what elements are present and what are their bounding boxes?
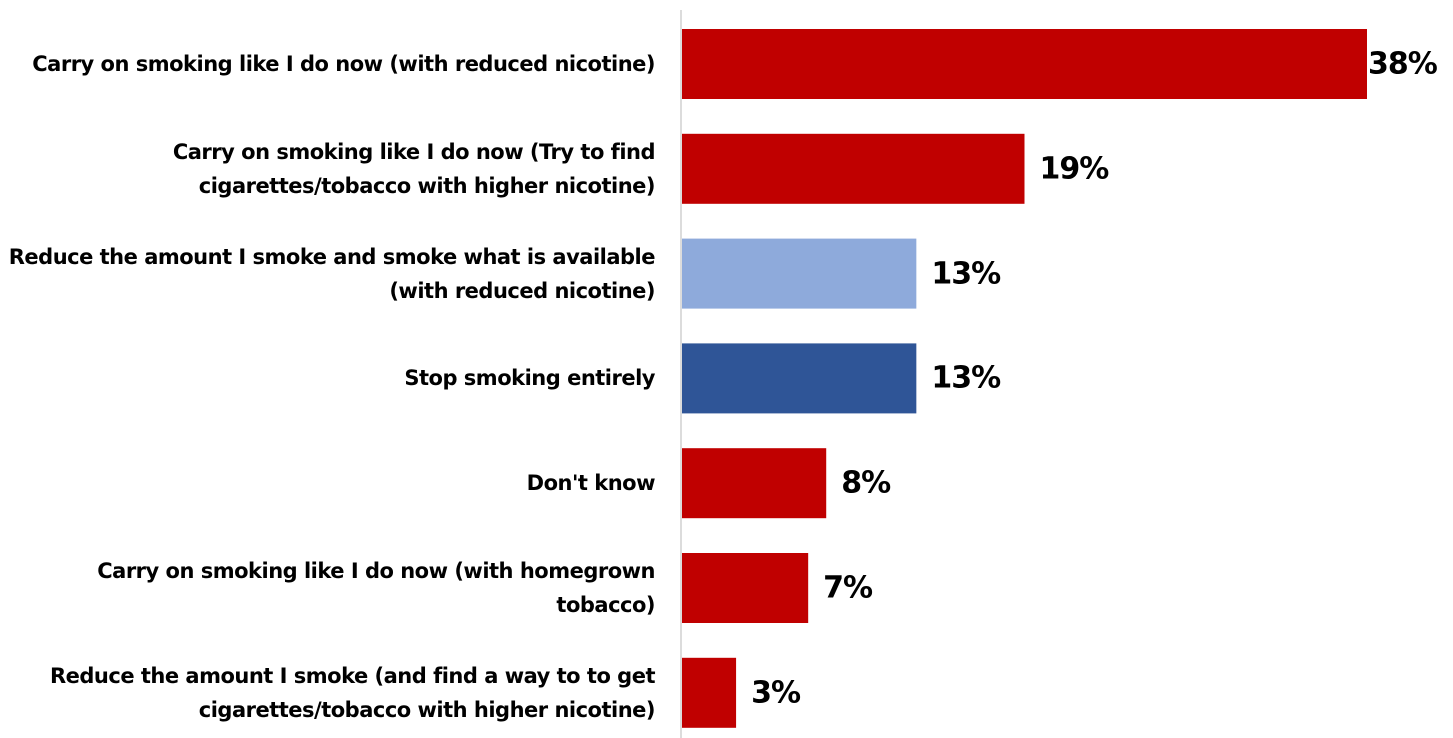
category-label: Don't know	[526, 471, 656, 496]
value-label: 38%	[1368, 46, 1438, 82]
value-label: 13%	[931, 360, 1001, 396]
value-label: 13%	[931, 256, 1001, 292]
value-label: 7%	[823, 570, 873, 606]
category-label: Carry on smoking like I do now (with hom…	[97, 559, 655, 617]
bar	[682, 238, 917, 309]
bar	[682, 448, 827, 519]
category-label: Reduce the amount I smoke (and find a wa…	[49, 663, 656, 722]
bar	[682, 133, 1025, 204]
category-label: Stop smoking entirely	[404, 366, 655, 391]
category-label: Carry on smoking like I do now (with red…	[32, 52, 655, 76]
bar	[682, 343, 917, 414]
bar	[682, 29, 1367, 99]
bar	[682, 553, 809, 623]
bar	[682, 657, 737, 728]
value-label: 8%	[841, 465, 891, 501]
category-label: Carry on smoking like I do now (Try to f…	[172, 139, 656, 198]
value-label: 19%	[1039, 151, 1110, 187]
category-label: Reduce the amount I smoke and smoke what…	[8, 244, 656, 303]
value-label: 3%	[751, 675, 801, 711]
